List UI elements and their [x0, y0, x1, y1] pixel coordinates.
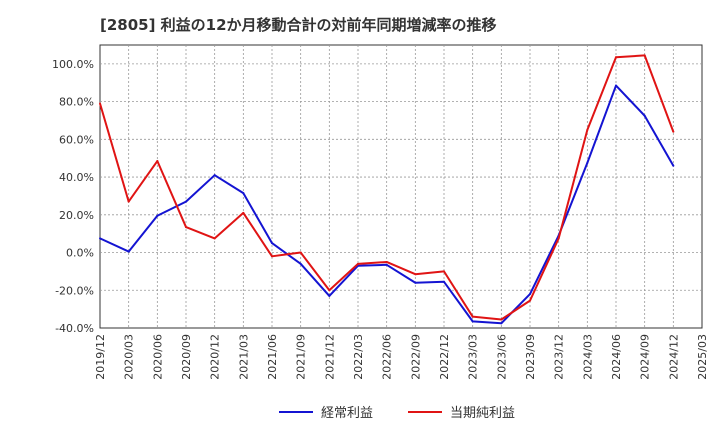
series-1-point: [385, 260, 388, 263]
series-1-point: [242, 211, 245, 214]
y-tick-label: 20.0%: [59, 209, 94, 222]
x-tick-label: 2023/12: [553, 334, 566, 380]
x-tick-label: 2022/12: [438, 334, 451, 380]
x-tick-label: 2020/09: [180, 334, 193, 380]
series-0-point: [213, 174, 216, 177]
series-0-point: [500, 322, 503, 325]
series-0-point: [127, 250, 130, 253]
x-tick-label: 2019/12: [94, 334, 107, 380]
series-1-point: [271, 255, 273, 258]
series-0-point: [242, 192, 245, 195]
x-tick-label: 2023/09: [524, 334, 537, 380]
y-tick-label: 60.0%: [59, 133, 94, 146]
series-0-point: [99, 237, 101, 240]
y-tick-label: 80.0%: [59, 96, 94, 109]
series-0-point: [672, 164, 675, 167]
series-1-point: [357, 262, 359, 265]
series-1-point: [586, 128, 589, 131]
series-1-point: [328, 289, 331, 292]
x-tick-label: 2020/06: [151, 334, 164, 380]
series-0-point: [299, 262, 302, 265]
series-1-point: [156, 160, 159, 163]
series-0-point: [414, 281, 417, 284]
series-0-point: [443, 280, 445, 283]
legend-label-0: 経常利益: [321, 406, 373, 421]
series-1-point: [557, 237, 560, 240]
series-1-point: [213, 237, 216, 240]
series-0-point: [385, 263, 388, 266]
series-1-point: [185, 226, 187, 229]
series-0-point: [615, 84, 617, 87]
series-0-point: [328, 294, 331, 297]
y-tick-label: 40.0%: [59, 171, 94, 184]
series-0-point: [156, 214, 159, 217]
series-1-point: [299, 251, 302, 254]
x-tick-label: 2023/06: [495, 334, 508, 380]
x-tick-label: 2020/12: [209, 334, 222, 380]
series-1-point: [414, 273, 417, 276]
x-tick-label: 2021/03: [237, 334, 250, 380]
chart-title: [2805] 利益の12か月移動合計の対前年同期増減率の推移: [100, 16, 497, 34]
x-tick-label: 2021/12: [323, 334, 336, 380]
x-tick-label: 2025/03: [696, 334, 709, 380]
x-tick-label: 2020/03: [123, 334, 136, 380]
series-1-point: [615, 56, 617, 59]
y-tick-label: 0.0%: [66, 247, 94, 260]
series-1-point: [500, 318, 503, 321]
x-tick-label: 2021/09: [295, 334, 308, 380]
series-0-point: [471, 320, 474, 323]
x-tick-label: 2024/09: [639, 334, 652, 380]
x-tick-label: 2023/03: [467, 334, 480, 380]
y-tick-label: -20.0%: [55, 284, 94, 297]
series-1-point: [643, 54, 646, 57]
y-tick-label: -40.0%: [55, 322, 94, 335]
x-tick-label: 2024/03: [581, 334, 594, 380]
series-0-point: [529, 293, 531, 296]
x-tick-label: 2022/06: [381, 334, 394, 380]
x-tick-label: 2022/03: [352, 334, 365, 380]
x-tick-label: 2024/06: [610, 334, 623, 380]
series-0-point: [271, 242, 273, 245]
series-1-point: [443, 270, 445, 273]
x-tick-label: 2022/09: [409, 334, 422, 380]
legend-label-1: 当期純利益: [450, 406, 515, 421]
series-1-point: [127, 200, 130, 203]
series-1-point: [672, 130, 675, 133]
series-0-point: [586, 161, 589, 164]
series-0-point: [643, 114, 646, 117]
plot-area: [99, 44, 703, 329]
x-tick-label: 2021/06: [266, 334, 279, 380]
series-1-point: [471, 315, 474, 318]
series-0-point: [185, 200, 187, 203]
series-1-point: [529, 299, 531, 302]
series-1-point: [99, 102, 101, 105]
y-tick-label: 100.0%: [52, 58, 94, 71]
x-tick-label: 2024/12: [667, 334, 680, 380]
